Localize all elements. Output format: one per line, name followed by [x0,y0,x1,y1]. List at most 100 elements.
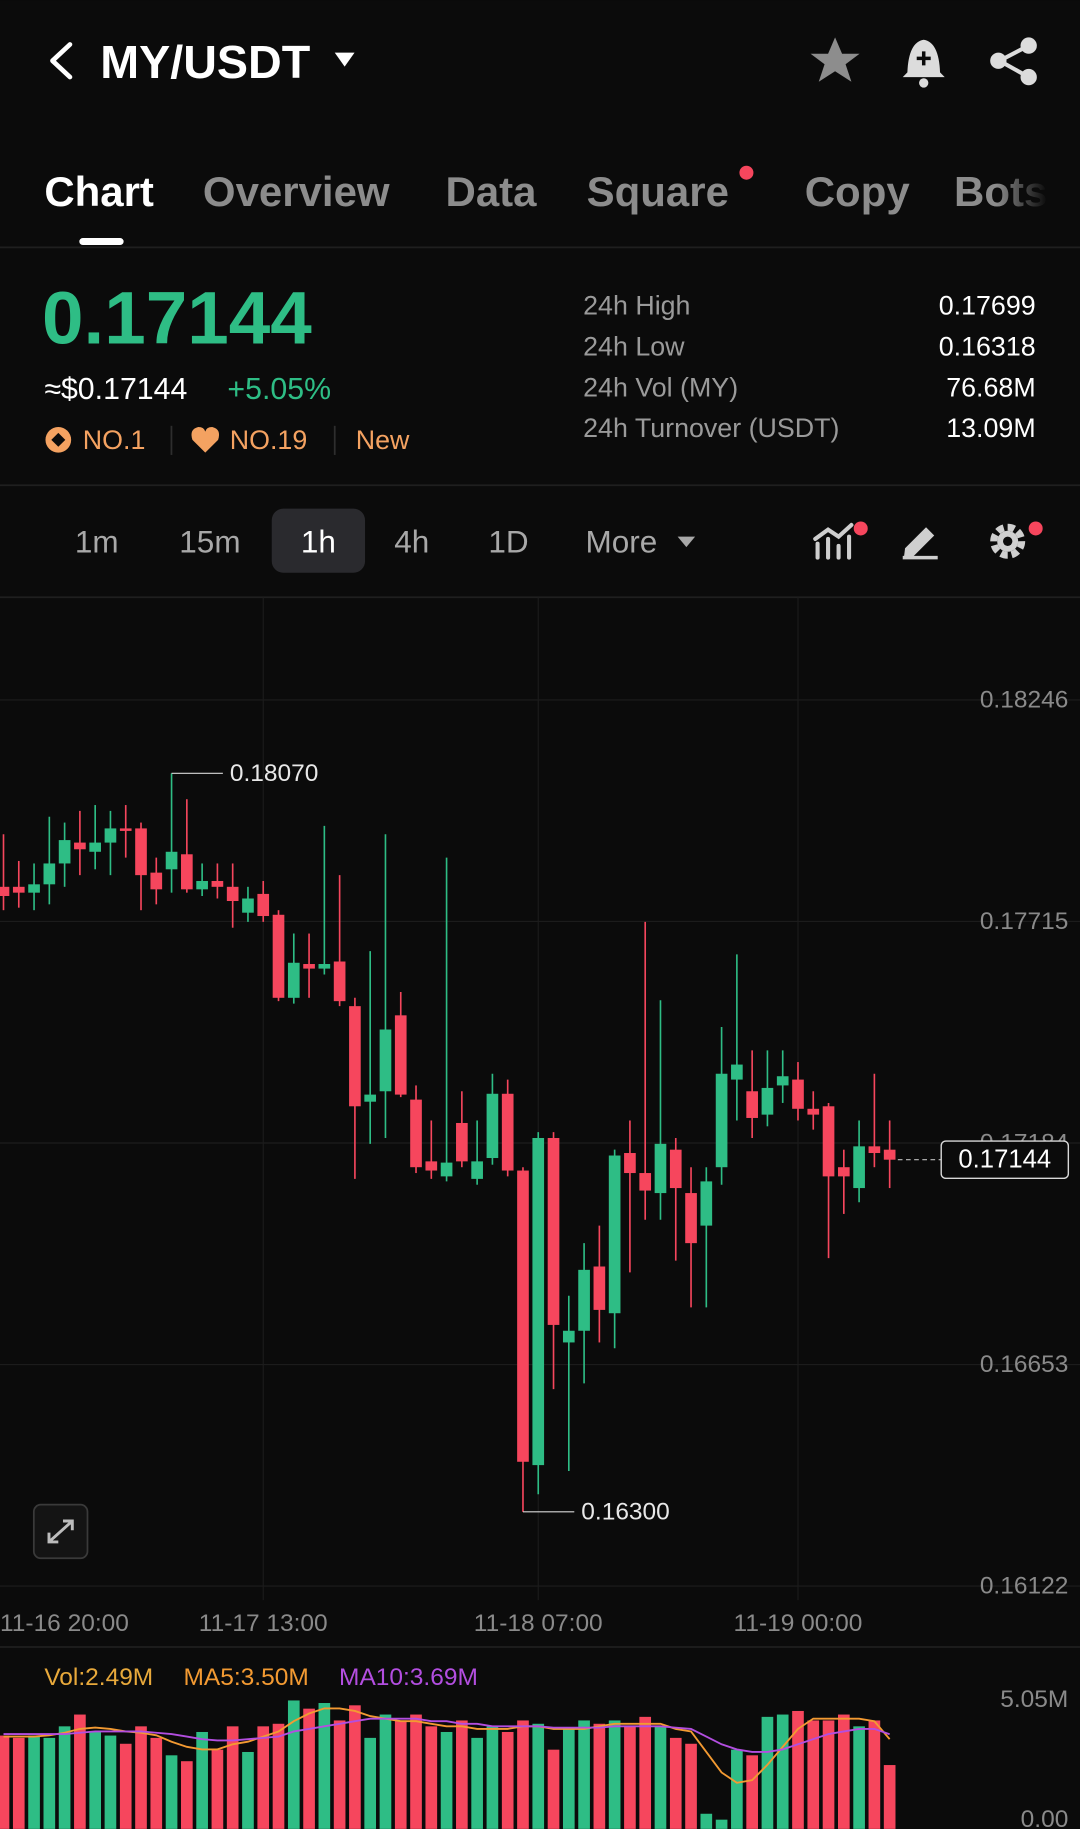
volume-bar [74,1714,86,1829]
share-icon[interactable] [990,37,1037,86]
volume-bar [639,1716,652,1829]
candle-body [12,886,25,893]
volume-tick-label: 5.05M [1000,1686,1068,1713]
stat-value: 0.16318 [939,332,1036,362]
candle-body [165,851,178,870]
interval[interactable]: 15m [179,523,240,559]
candle-body [547,1137,560,1325]
bell-plus [916,51,931,66]
volume-bar [303,1708,315,1829]
interval[interactable]: 1m [75,523,119,559]
badge[interactable]: New [356,425,410,455]
back-button[interactable] [50,42,73,80]
indicator-icon[interactable] [813,521,868,560]
candle-body [486,1093,499,1159]
candle-body [410,1099,422,1168]
rank-icon-mark [51,432,66,447]
more-dropdown[interactable] [677,536,696,548]
candle-body [868,1146,881,1154]
pair-title[interactable]: MY/USDT [100,36,310,88]
volume-bar [669,1737,682,1829]
candle-body [731,1064,743,1080]
y-tick-label: 0.16653 [980,1351,1069,1378]
volume-tick-label: 0.00 [1021,1806,1069,1829]
candle-body [700,1181,713,1226]
price-change: +5.05% [227,373,331,406]
stat-value: 76.68M [946,372,1035,402]
candle-body [593,1266,606,1310]
candle-body [853,1146,865,1189]
volume-chart: 5.05M 0.00 Vol:2.49M MA5:3.50M MA10:3.69M [0,1664,1068,1829]
volume-bar [578,1720,590,1829]
candle-body [883,1149,896,1160]
candle-body [89,842,102,852]
volume-bar [562,1728,575,1829]
candle-body [257,893,270,917]
stat-label: 24h High [583,291,690,321]
candle-body [501,1093,514,1171]
stat-value: 0.17699 [939,291,1036,321]
volume-bar [12,1737,25,1829]
badge[interactable]: NO.1 [83,425,146,455]
tab[interactable]: Data [446,168,538,215]
interval[interactable]: 4h [394,523,429,559]
y-tick-label: 0.17715 [980,908,1069,935]
candle-body [837,1167,850,1177]
interval-more[interactable]: More [585,523,657,559]
volume-bar [731,1749,743,1829]
tab-active[interactable]: Chart [44,168,154,215]
volume-bar [349,1705,361,1829]
candle-body [425,1161,438,1171]
candle-body [104,828,117,843]
volume-bar [822,1720,835,1829]
candle-body [333,961,346,1002]
candle-body [715,1073,728,1168]
settings-icon[interactable] [990,521,1043,559]
stat-label: 24h Turnover (USDT) [583,413,839,443]
candle-body [43,863,56,885]
pair-dropdown[interactable] [334,52,355,67]
volume-bar [89,1731,102,1829]
tab[interactable]: Square [587,168,729,215]
candle-body [349,1006,361,1107]
usd-price: ≈$0.17144 [44,373,187,406]
x-tick-label: 11-16 20:00 [0,1610,129,1637]
candle-body [685,1193,697,1244]
volume-bar [104,1735,117,1829]
candle-body [287,962,300,998]
tab[interactable]: Copy [805,168,911,215]
price-chart [0,597,1080,1601]
candle-body [761,1087,774,1115]
tab[interactable]: Overview [203,168,390,215]
y-tick-label: 0.16122 [980,1573,1069,1600]
badge[interactable]: NO.19 [230,425,308,455]
interval[interactable]: 1D [488,523,528,559]
volume-bar [654,1726,667,1829]
notification-dot [1028,521,1043,536]
candle-body [517,1170,529,1462]
favorite-icon[interactable] [810,37,860,82]
volume-bar [196,1731,208,1829]
alert-icon[interactable] [902,39,945,88]
volume-bar [318,1703,331,1829]
fullscreen-button[interactable] [32,1503,89,1560]
candle-body [562,1330,575,1343]
volume-bar [135,1726,147,1829]
interval-selected[interactable]: 1h [301,523,336,559]
volume-bar [425,1726,438,1829]
candle-body [379,1029,392,1092]
tab[interactable]: Bots [954,168,1047,215]
gear-hole [1003,536,1013,546]
volume-bar [624,1726,636,1829]
volume-bar [807,1720,820,1829]
draw-icon[interactable] [902,527,938,560]
x-tick-label: 11-17 13:00 [199,1610,328,1637]
candle-body [456,1122,468,1162]
candle-body [318,964,331,969]
interval-selected-bg [271,508,366,573]
candle-body [578,1269,590,1331]
candle-body [776,1076,789,1086]
